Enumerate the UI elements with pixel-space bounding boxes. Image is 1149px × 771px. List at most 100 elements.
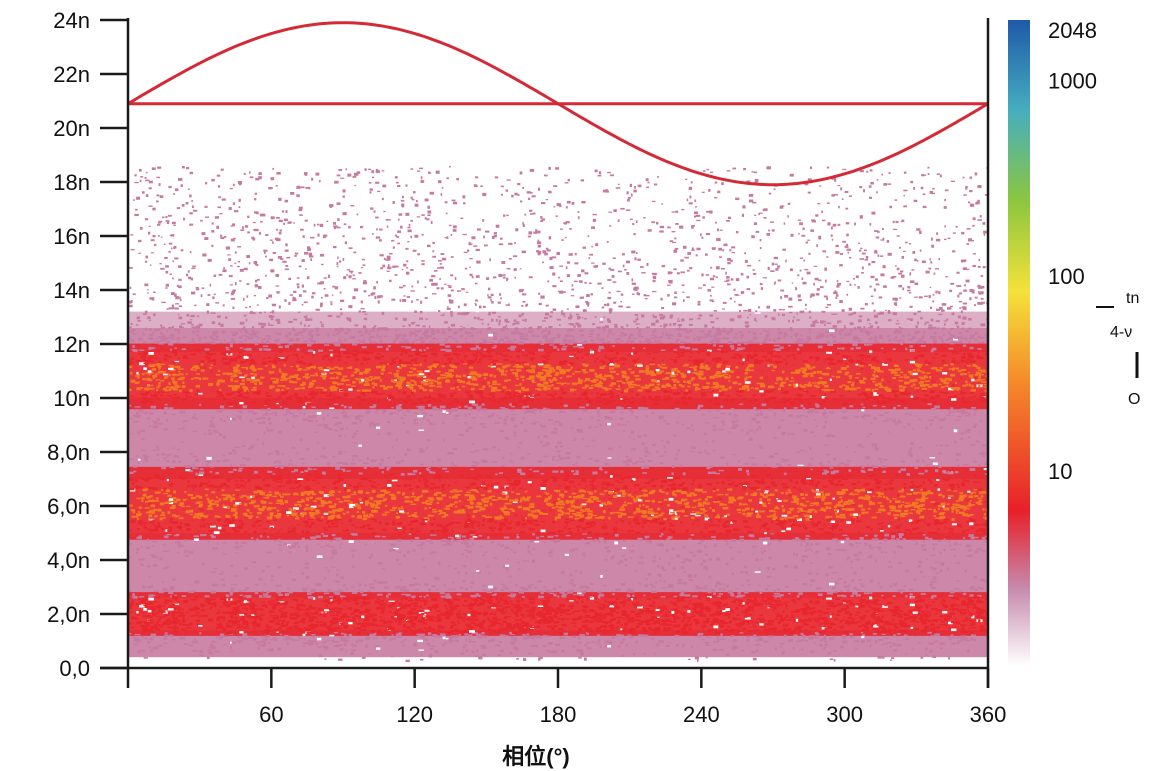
density-dot xyxy=(278,231,282,235)
density-dot xyxy=(947,620,950,622)
density-dot xyxy=(500,612,507,614)
density-dot xyxy=(890,659,893,661)
density-dot xyxy=(751,171,755,173)
density-dot xyxy=(902,287,905,291)
density-dot xyxy=(853,278,855,280)
density-dot xyxy=(564,236,567,239)
density-dot xyxy=(297,285,300,289)
density-dot xyxy=(495,224,500,228)
density-dot xyxy=(875,236,880,239)
density-dot xyxy=(362,282,368,285)
density-dot xyxy=(743,309,748,312)
density-dot xyxy=(446,177,449,180)
density-dot xyxy=(832,223,837,227)
density-dot xyxy=(304,219,308,222)
density-dot xyxy=(566,200,571,204)
density-dot xyxy=(254,198,257,201)
density-dot xyxy=(200,219,203,222)
density-dot xyxy=(735,278,740,282)
density-dot xyxy=(910,180,914,184)
density-dot xyxy=(238,181,242,185)
density-dot xyxy=(686,296,690,299)
density-dot xyxy=(316,242,320,245)
density-dot xyxy=(758,213,760,216)
density-dot xyxy=(232,223,235,227)
density-dot xyxy=(826,166,830,169)
density-dot xyxy=(922,174,927,176)
density-dot xyxy=(493,232,497,235)
density-dot xyxy=(626,272,630,275)
density-dot xyxy=(377,581,384,584)
density-dot xyxy=(620,301,622,303)
density-dot xyxy=(279,229,282,232)
density-dot xyxy=(538,292,541,295)
density-dot xyxy=(627,197,631,199)
density-dot xyxy=(429,278,433,282)
density-dot xyxy=(232,289,236,292)
density-dot xyxy=(493,276,497,279)
density-dot xyxy=(651,221,655,224)
density-dot xyxy=(528,231,533,235)
density-dot xyxy=(239,184,242,186)
density-dot xyxy=(758,604,761,607)
density-dot xyxy=(150,626,156,629)
density-dot xyxy=(892,275,897,278)
density-dot xyxy=(371,233,374,235)
density-dot xyxy=(150,252,154,254)
density-dot xyxy=(877,604,882,606)
density-dot xyxy=(958,292,962,295)
density-dot xyxy=(391,298,396,301)
density-dot xyxy=(408,612,415,615)
density-dot xyxy=(817,203,821,205)
density-dot xyxy=(305,187,310,189)
density-dot xyxy=(130,234,134,236)
density-dot xyxy=(147,289,149,291)
density-dot xyxy=(166,221,170,224)
density-dot xyxy=(752,269,755,271)
density-dot xyxy=(148,205,153,207)
density-dot xyxy=(608,267,611,270)
density-dot xyxy=(416,216,421,218)
density-dot xyxy=(180,184,183,187)
density-dot xyxy=(336,202,341,205)
density-dot xyxy=(238,641,242,644)
density-dot xyxy=(586,294,590,297)
density-dot xyxy=(612,281,617,283)
density-dot xyxy=(200,294,203,298)
density-dot xyxy=(909,280,915,283)
density-dot xyxy=(157,223,161,226)
density-dot xyxy=(510,593,517,597)
density-dot xyxy=(277,628,283,630)
density-dot xyxy=(587,304,590,307)
density-dot xyxy=(421,214,425,216)
density-dot xyxy=(579,280,583,283)
density-dot xyxy=(243,267,248,271)
density-dot xyxy=(420,176,423,180)
density-dot xyxy=(171,304,174,308)
density-dot xyxy=(968,201,971,204)
density-dot xyxy=(892,220,895,224)
density-dot xyxy=(549,266,554,270)
density-dot xyxy=(883,183,887,186)
density-dot xyxy=(144,176,147,179)
density-dot xyxy=(947,636,950,638)
density-dot xyxy=(395,601,398,603)
density-dot xyxy=(855,275,859,279)
density-dot xyxy=(911,269,915,271)
density-dot xyxy=(133,595,138,599)
density-dot xyxy=(827,222,831,226)
density-dot xyxy=(771,229,775,232)
density-dot xyxy=(284,249,289,252)
density-dot xyxy=(144,283,149,287)
density-dot xyxy=(272,252,277,254)
density-dot xyxy=(301,303,304,306)
density-dot xyxy=(747,584,751,586)
density-dot xyxy=(454,277,457,281)
density-dot xyxy=(603,628,607,632)
density-dot xyxy=(877,230,880,233)
density-dot xyxy=(342,258,345,261)
density-dot xyxy=(429,617,434,621)
density-dot xyxy=(273,629,278,631)
density-dot xyxy=(258,176,262,180)
density-dot xyxy=(233,237,236,240)
